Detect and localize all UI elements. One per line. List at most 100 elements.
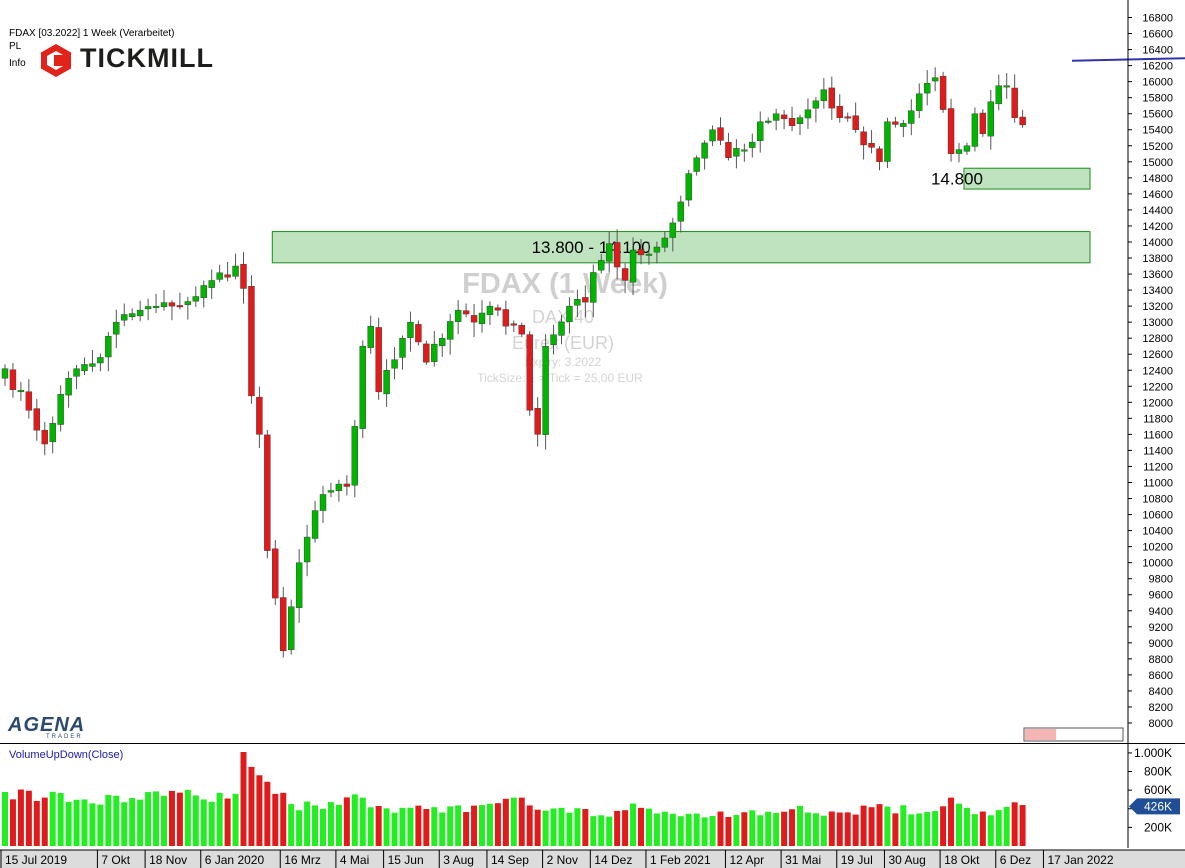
candle-body xyxy=(741,149,748,152)
candle-body xyxy=(407,321,414,338)
volume-bar xyxy=(168,790,175,846)
candle-body xyxy=(462,310,470,315)
agena-logo: AGENA xyxy=(8,714,86,736)
volume-bar xyxy=(200,799,207,846)
candle-body xyxy=(621,268,629,281)
volume-bar xyxy=(812,813,819,846)
candle-body xyxy=(49,423,56,443)
candle-body xyxy=(796,117,804,124)
volume-bar xyxy=(622,810,629,846)
volume-bar xyxy=(614,810,621,846)
volume-bar xyxy=(105,794,112,846)
time-tick-label: 15 Jul 2019 xyxy=(5,853,67,867)
candle-body xyxy=(486,305,494,316)
volume-bar xyxy=(327,802,334,846)
volume-bar xyxy=(908,814,915,846)
candle-body xyxy=(510,323,517,326)
candle-body xyxy=(780,114,788,120)
price-tick-label: 12800 xyxy=(1142,333,1173,345)
price-tick-label: 11000 xyxy=(1143,477,1173,489)
volume-bar xyxy=(645,808,652,846)
price-tick-label: 8400 xyxy=(1149,686,1173,698)
price-tick-label: 16600 xyxy=(1142,29,1173,41)
volume-bar xyxy=(176,792,183,846)
volume-bar xyxy=(256,775,263,846)
time-axis[interactable]: 15 Jul 2019 7 Okt 18 Nov 6 Jan 2020 16 Mrz 4 … xyxy=(0,849,1185,868)
price-tick-label: 9800 xyxy=(1149,574,1173,586)
candle-body xyxy=(447,321,454,340)
volume-bar xyxy=(375,805,382,846)
price-tick-label: 11400 xyxy=(1143,445,1173,457)
volume-bar xyxy=(33,800,40,846)
candle-body xyxy=(288,606,295,650)
volume-bar xyxy=(296,810,303,846)
volume-bar xyxy=(280,792,287,846)
volume-bar xyxy=(685,813,692,846)
candle-body xyxy=(558,321,565,336)
candle-body xyxy=(717,127,724,141)
support-zone xyxy=(271,231,1091,264)
price-tick-label: 14000 xyxy=(1142,237,1173,249)
tickmill-logo-icon xyxy=(41,44,71,77)
candle-body xyxy=(892,121,899,125)
volume-bar xyxy=(820,815,827,846)
volume-bar xyxy=(232,793,239,846)
candle-body xyxy=(240,263,247,289)
candle-body xyxy=(876,148,883,163)
price-tick-label: 12000 xyxy=(1142,397,1173,409)
candle-body xyxy=(303,536,311,563)
support-zone-label: 14.800 xyxy=(931,170,983,189)
candle-body xyxy=(208,280,215,288)
candle-body xyxy=(534,408,541,435)
volume-bar xyxy=(129,798,136,846)
volume-bar xyxy=(463,812,470,846)
volume-bar xyxy=(765,811,772,846)
time-tick-label: 14 Dez xyxy=(594,853,632,867)
volume-bar xyxy=(494,803,501,846)
candle-body xyxy=(598,260,605,271)
candle-body xyxy=(916,93,923,111)
volume-bar xyxy=(526,805,533,846)
candle-body xyxy=(17,390,25,393)
candle-body xyxy=(343,483,351,487)
volume-bar xyxy=(145,792,152,846)
volume-bar xyxy=(892,813,899,846)
time-tick-label: 18 Okt xyxy=(944,853,980,867)
volume-indicator-label[interactable]: VolumeUpDown(Close) xyxy=(9,749,124,761)
volume-bar xyxy=(582,809,589,846)
volume-bar xyxy=(161,795,167,846)
candle-body xyxy=(399,337,406,358)
info-label[interactable]: Info xyxy=(9,58,26,69)
candle-body xyxy=(693,157,700,172)
volume-bar xyxy=(749,810,756,846)
volume-current-badge xyxy=(1129,798,1180,815)
trend-line xyxy=(1071,57,1185,62)
chart-watermark: FDAX (1 Week) DAX 40 Eurex (EUR) Expiry:… xyxy=(462,268,668,385)
zones-layer: 14.800 13.800 - 14.100 xyxy=(271,167,1091,264)
volume-bar xyxy=(312,805,319,846)
volume-bar xyxy=(1011,802,1018,846)
price-tick-label: 16400 xyxy=(1142,45,1173,57)
candle-body xyxy=(57,394,64,425)
volume-bar xyxy=(956,803,962,846)
candle-body xyxy=(454,309,462,323)
candle-body xyxy=(423,343,430,363)
pl-label[interactable]: PL xyxy=(9,41,22,52)
time-tick-label: 12 Apr xyxy=(729,853,764,867)
volume-bar xyxy=(304,801,311,846)
candle-body xyxy=(367,325,374,348)
volume-bar xyxy=(932,811,939,846)
candle-body xyxy=(121,314,128,321)
candle-body xyxy=(661,237,669,248)
candle-body xyxy=(908,110,915,124)
candle-body xyxy=(725,142,732,158)
price-tick-label: 10000 xyxy=(1142,558,1173,570)
candle-body xyxy=(677,201,684,222)
price-tick-label: 12200 xyxy=(1142,381,1173,393)
candle-body xyxy=(1003,85,1010,88)
candle-body xyxy=(176,305,184,308)
watermark-exchange: Eurex (EUR) xyxy=(512,333,614,353)
price-axis[interactable]: 8000 8200 8400 8600 8800 9000 9200 9400 9600 9800… xyxy=(1023,0,1173,743)
volume-bar xyxy=(2,792,8,846)
